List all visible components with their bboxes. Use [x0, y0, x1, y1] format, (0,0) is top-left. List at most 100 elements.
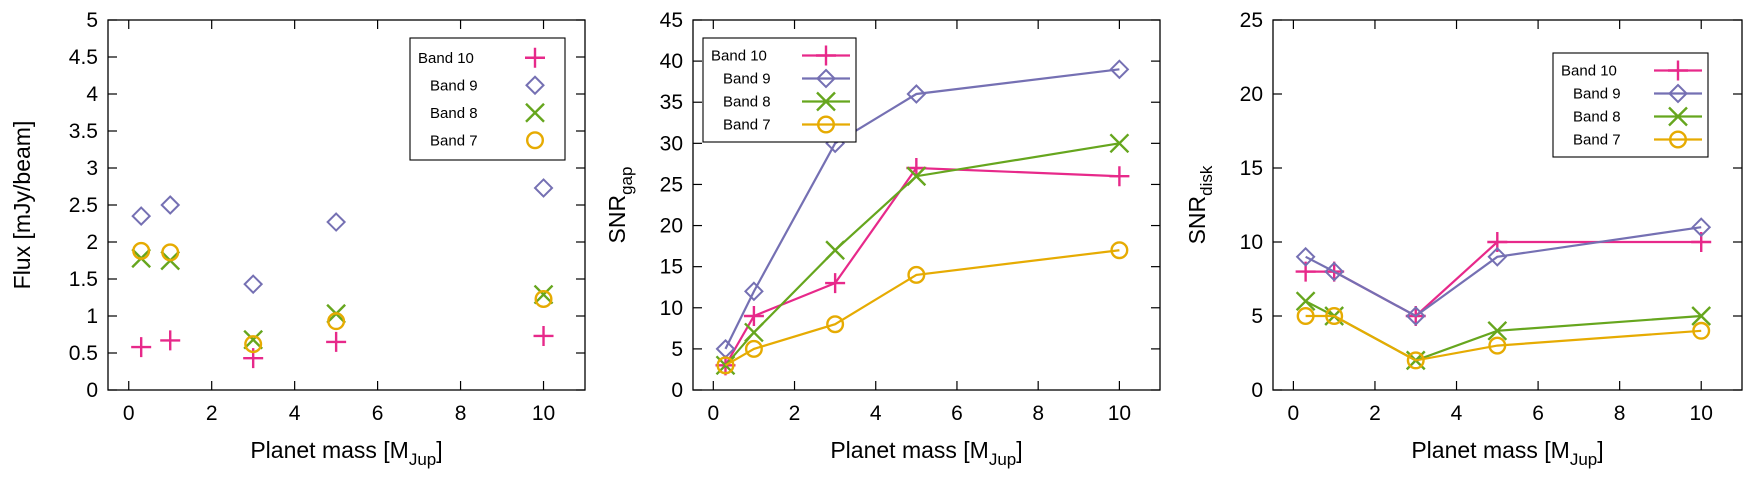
y-tick-label: 25	[1240, 9, 1263, 32]
y-tick-label: 3	[86, 157, 98, 180]
legend-entry-label: Band 9	[723, 71, 771, 88]
x-tick-label: 8	[455, 402, 467, 425]
series-band-9	[1295, 217, 1712, 326]
x-axis-label: Planet mass [MJup]	[1411, 437, 1603, 469]
data-point-cross	[243, 329, 264, 350]
x-tick-label: 2	[789, 402, 801, 425]
data-point-cross	[906, 166, 927, 187]
y-tick-label: 0.5	[69, 342, 98, 365]
data-point-circle	[744, 339, 763, 358]
data-point-circle	[716, 356, 735, 375]
x-tick-label: 0	[707, 402, 719, 425]
series-line	[724, 166, 1120, 366]
y-tick-label: 2	[86, 231, 98, 254]
chart-panel-3: 0 2 4 6 8 10 0 5 10 15 20 25 Planet mass [MJup] SNRdi…	[1184, 9, 1743, 469]
data-point-circle	[132, 241, 151, 260]
data-point-cross	[744, 322, 764, 343]
y-tick-label: 15	[1240, 157, 1263, 180]
x-tick-label: 0	[1288, 402, 1300, 425]
data-point-circle	[826, 315, 845, 334]
data-point-circle	[534, 289, 553, 308]
data-point-circle	[1325, 307, 1344, 326]
legend-entry-label: Band 9	[430, 77, 478, 94]
series-line	[1305, 226, 1702, 318]
data-point-plus	[533, 325, 554, 346]
x-tick-label: 10	[1108, 402, 1131, 425]
data-point-circle	[161, 243, 180, 262]
y-tick-label: 4	[86, 83, 98, 106]
data-point-circle	[244, 335, 263, 354]
y-tick-label: 10	[660, 297, 683, 320]
data-point-diamond	[743, 281, 764, 302]
legend-marker-plus	[525, 47, 545, 68]
legend-marker-circle	[1668, 130, 1687, 149]
data-point-plus	[825, 273, 846, 294]
x-tick-label: 8	[1032, 402, 1044, 425]
x-tick-label: 8	[1614, 402, 1626, 425]
y-tick-label: 5	[671, 338, 683, 361]
series-band-8	[131, 248, 554, 350]
series-band-8	[1295, 291, 1712, 371]
data-point-plus	[743, 306, 764, 326]
series-band-10	[1295, 232, 1712, 326]
x-tick-label: 0	[123, 402, 135, 425]
legend-entry-label: Band 7	[1573, 132, 1621, 149]
data-point-circle	[1692, 321, 1711, 340]
y-tick-label: 25	[660, 173, 683, 196]
legend-marker-diamond	[1668, 83, 1688, 104]
legend: Band 10 Band 9 Band 8 Band 7	[409, 37, 566, 161]
series-band-10	[131, 325, 554, 369]
legend-entry-label: Band 10	[1561, 63, 1617, 80]
y-tick-label: 0	[671, 379, 683, 402]
x-tick-label: 2	[206, 402, 218, 425]
data-point-cross	[1691, 306, 1712, 326]
x-tick-label: 6	[1532, 402, 1544, 425]
legend-entry-label: Band 8	[723, 94, 771, 111]
data-point-cross	[1295, 291, 1316, 312]
series-line	[724, 68, 1120, 350]
x-axis-label: Planet mass [MJup]	[830, 437, 1022, 469]
legend: Band 10 Band 9 Band 8 Band 7	[702, 37, 857, 143]
legend-entry-label: Band 7	[430, 132, 478, 149]
plot-frame	[1272, 19, 1743, 391]
x-tick-label: 4	[1451, 402, 1463, 425]
y-tick-label: 30	[660, 132, 683, 155]
legend-marker-plus	[816, 45, 836, 66]
legend-entry-label: Band 7	[723, 117, 771, 134]
y-tick-label: 15	[660, 256, 683, 279]
legend: Band 10 Band 9 Band 8 Band 7	[1552, 52, 1709, 158]
data-point-diamond	[326, 212, 347, 232]
y-tick-label: 5	[1251, 305, 1263, 328]
legend-marker-cross	[525, 102, 545, 123]
x-tick-label: 2	[1369, 402, 1381, 425]
y-tick-label: 1.5	[69, 268, 98, 291]
y-tick-label: 45	[660, 9, 683, 32]
series-band-7	[132, 241, 553, 354]
data-point-cross	[1109, 133, 1130, 154]
data-point-circle	[327, 312, 346, 331]
y-tick-label: 20	[1240, 83, 1263, 106]
y-tick-label: 10	[1240, 231, 1263, 254]
y-tick-label: 5	[86, 9, 98, 32]
x-tick-label: 6	[372, 402, 384, 425]
data-point-plus	[160, 330, 181, 351]
legend-entry-label: Band 8	[430, 105, 478, 122]
data-point-circle	[1110, 241, 1129, 260]
data-point-diamond	[131, 206, 152, 227]
data-point-plus	[1109, 166, 1130, 187]
plot-frame	[692, 19, 1161, 391]
data-point-circle	[907, 265, 926, 284]
data-point-plus	[326, 331, 347, 352]
y-tick-label: 1	[86, 305, 98, 328]
series-line	[1305, 314, 1702, 362]
series-band-8	[715, 133, 1130, 376]
data-point-cross	[533, 284, 554, 305]
data-point-diamond	[1109, 59, 1130, 80]
x-tick-label: 6	[951, 402, 963, 425]
y-tick-label: 0	[1251, 379, 1263, 402]
data-point-diamond	[906, 84, 927, 104]
data-point-plus	[131, 337, 152, 358]
legend-entry-label: Band 10	[711, 48, 767, 65]
legend-marker-cross	[816, 91, 836, 112]
